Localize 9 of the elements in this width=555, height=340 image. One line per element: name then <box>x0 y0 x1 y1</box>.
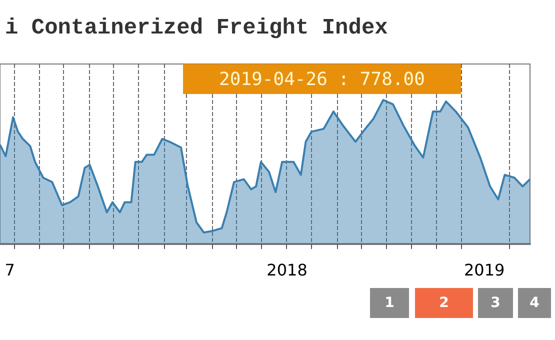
text: 2019-04-26 : 778.00 <box>183 64 461 94</box>
chart-title: i Containerized Freight Index <box>5 16 388 40</box>
x-tick-label: 2019 <box>464 260 505 280</box>
page-button: 4 <box>518 288 551 318</box>
page-button: 2 <box>415 288 473 318</box>
page-button: 1 <box>370 288 409 318</box>
x-tick-label: 2018 <box>266 260 308 280</box>
x-tick-label: 7 <box>4 260 15 280</box>
page-button: 3 <box>478 288 513 318</box>
